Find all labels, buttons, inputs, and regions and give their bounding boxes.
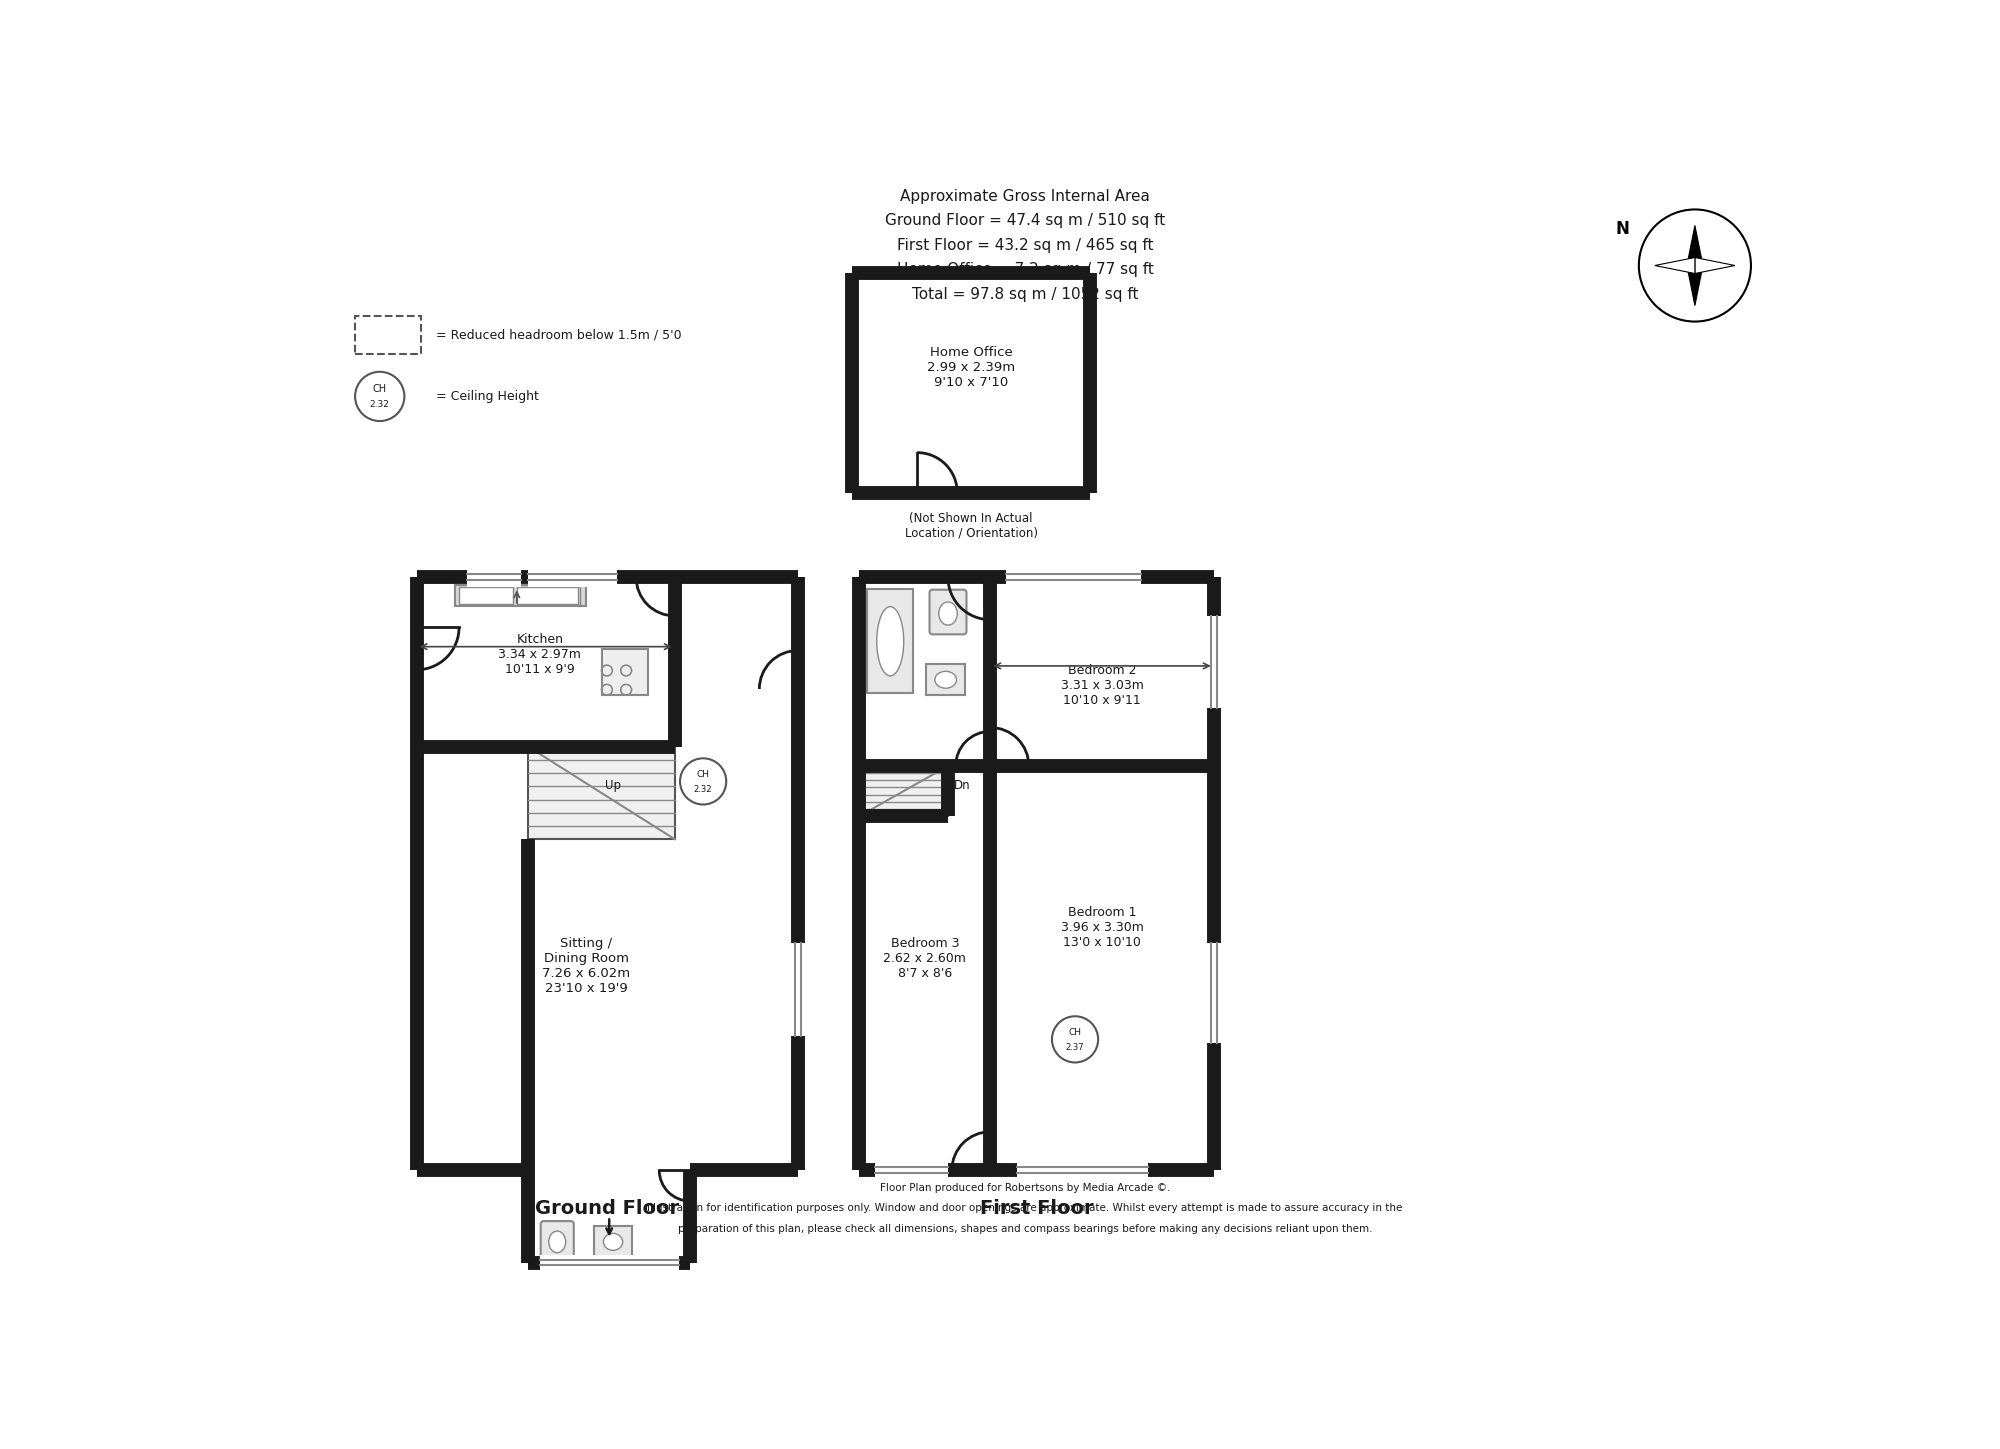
Text: Home Office
2.99 x 2.39m
9'10 x 7'10: Home Office 2.99 x 2.39m 9'10 x 7'10 xyxy=(928,346,1016,388)
Bar xyxy=(868,588,914,693)
Text: = Reduced headroom below 1.5m / 5'0: = Reduced headroom below 1.5m / 5'0 xyxy=(436,329,682,342)
Ellipse shape xyxy=(934,671,956,688)
Text: Approximate Gross Internal Area: Approximate Gross Internal Area xyxy=(900,188,1150,203)
Text: = Ceiling Height: = Ceiling Height xyxy=(436,390,538,403)
Text: Total = 97.8 sq m / 1052 sq ft: Total = 97.8 sq m / 1052 sq ft xyxy=(912,287,1138,301)
Text: Ground Floor = 47.4 sq m / 510 sq ft: Ground Floor = 47.4 sq m / 510 sq ft xyxy=(884,213,1166,227)
Polygon shape xyxy=(1654,258,1694,274)
Bar xyxy=(540,1255,678,1271)
Text: Ground Floor: Ground Floor xyxy=(534,1200,678,1219)
Bar xyxy=(860,577,1214,1171)
Bar xyxy=(528,746,674,839)
Text: CH: CH xyxy=(1068,1027,1082,1037)
Text: IN: IN xyxy=(602,1242,616,1255)
Bar xyxy=(1204,943,1224,1043)
Text: Floor Plan produced for Robertsons by Media Arcade ©.: Floor Plan produced for Robertsons by Me… xyxy=(880,1184,1170,1194)
Text: CH: CH xyxy=(696,769,710,780)
Polygon shape xyxy=(1686,226,1702,265)
FancyBboxPatch shape xyxy=(540,1222,574,1262)
Polygon shape xyxy=(1694,258,1734,274)
Text: N: N xyxy=(1616,220,1630,239)
Text: 2.37: 2.37 xyxy=(1066,1043,1084,1052)
Text: preparation of this plan, please check all dimensions, shapes and compass bearin: preparation of this plan, please check a… xyxy=(678,1224,1372,1235)
Bar xyxy=(602,649,648,696)
Ellipse shape xyxy=(548,1232,566,1252)
Text: Bedroom 3
2.62 x 2.60m
8'7 x 8'6: Bedroom 3 2.62 x 2.60m 8'7 x 8'6 xyxy=(884,938,966,980)
Text: Kitchen
3.34 x 2.97m
10'11 x 9'9: Kitchen 3.34 x 2.97m 10'11 x 9'9 xyxy=(498,633,582,675)
Bar xyxy=(456,585,586,606)
Bar xyxy=(1006,568,1140,587)
Bar xyxy=(528,746,674,839)
Ellipse shape xyxy=(938,601,958,625)
Text: Sitting /
Dining Room
7.26 x 6.02m
23'10 x 19'9: Sitting / Dining Room 7.26 x 6.02m 23'10… xyxy=(542,938,630,995)
Text: 2.32: 2.32 xyxy=(370,400,390,409)
Bar xyxy=(860,767,948,816)
Bar xyxy=(528,568,616,587)
Bar xyxy=(594,1226,632,1258)
Bar xyxy=(460,587,512,604)
Bar xyxy=(926,665,964,696)
Text: Home Office = 7.2 sq m / 77 sq ft: Home Office = 7.2 sq m / 77 sq ft xyxy=(896,262,1154,277)
Text: (Not Shown In Actual
Location / Orientation): (Not Shown In Actual Location / Orientat… xyxy=(904,511,1038,540)
FancyBboxPatch shape xyxy=(930,590,966,635)
Text: First Floor: First Floor xyxy=(980,1200,1094,1219)
Bar xyxy=(356,316,420,354)
Bar xyxy=(874,1161,948,1181)
Text: CH: CH xyxy=(372,384,386,394)
Bar xyxy=(416,577,798,1171)
Bar xyxy=(860,767,948,816)
Bar xyxy=(466,568,520,587)
Text: 2.32: 2.32 xyxy=(694,784,712,794)
Bar xyxy=(1204,616,1224,709)
Text: Dn: Dn xyxy=(954,778,970,791)
Bar xyxy=(516,587,578,604)
Text: First Floor = 43.2 sq m / 465 sq ft: First Floor = 43.2 sq m / 465 sq ft xyxy=(896,238,1154,252)
Bar xyxy=(788,943,808,1036)
Text: Up: Up xyxy=(606,778,622,791)
Bar xyxy=(852,274,1090,493)
Polygon shape xyxy=(1686,265,1702,306)
Bar xyxy=(1018,1161,1148,1181)
Bar xyxy=(528,1166,690,1262)
Text: Illustration for identification purposes only. Window and door openings are appr: Illustration for identification purposes… xyxy=(648,1203,1402,1213)
Text: Bedroom 2
3.31 x 3.03m
10'10 x 9'11: Bedroom 2 3.31 x 3.03m 10'10 x 9'11 xyxy=(1060,664,1144,707)
Text: Bedroom 1
3.96 x 3.30m
13'0 x 10'10: Bedroom 1 3.96 x 3.30m 13'0 x 10'10 xyxy=(1060,906,1144,949)
Ellipse shape xyxy=(604,1233,622,1250)
Ellipse shape xyxy=(876,607,904,675)
